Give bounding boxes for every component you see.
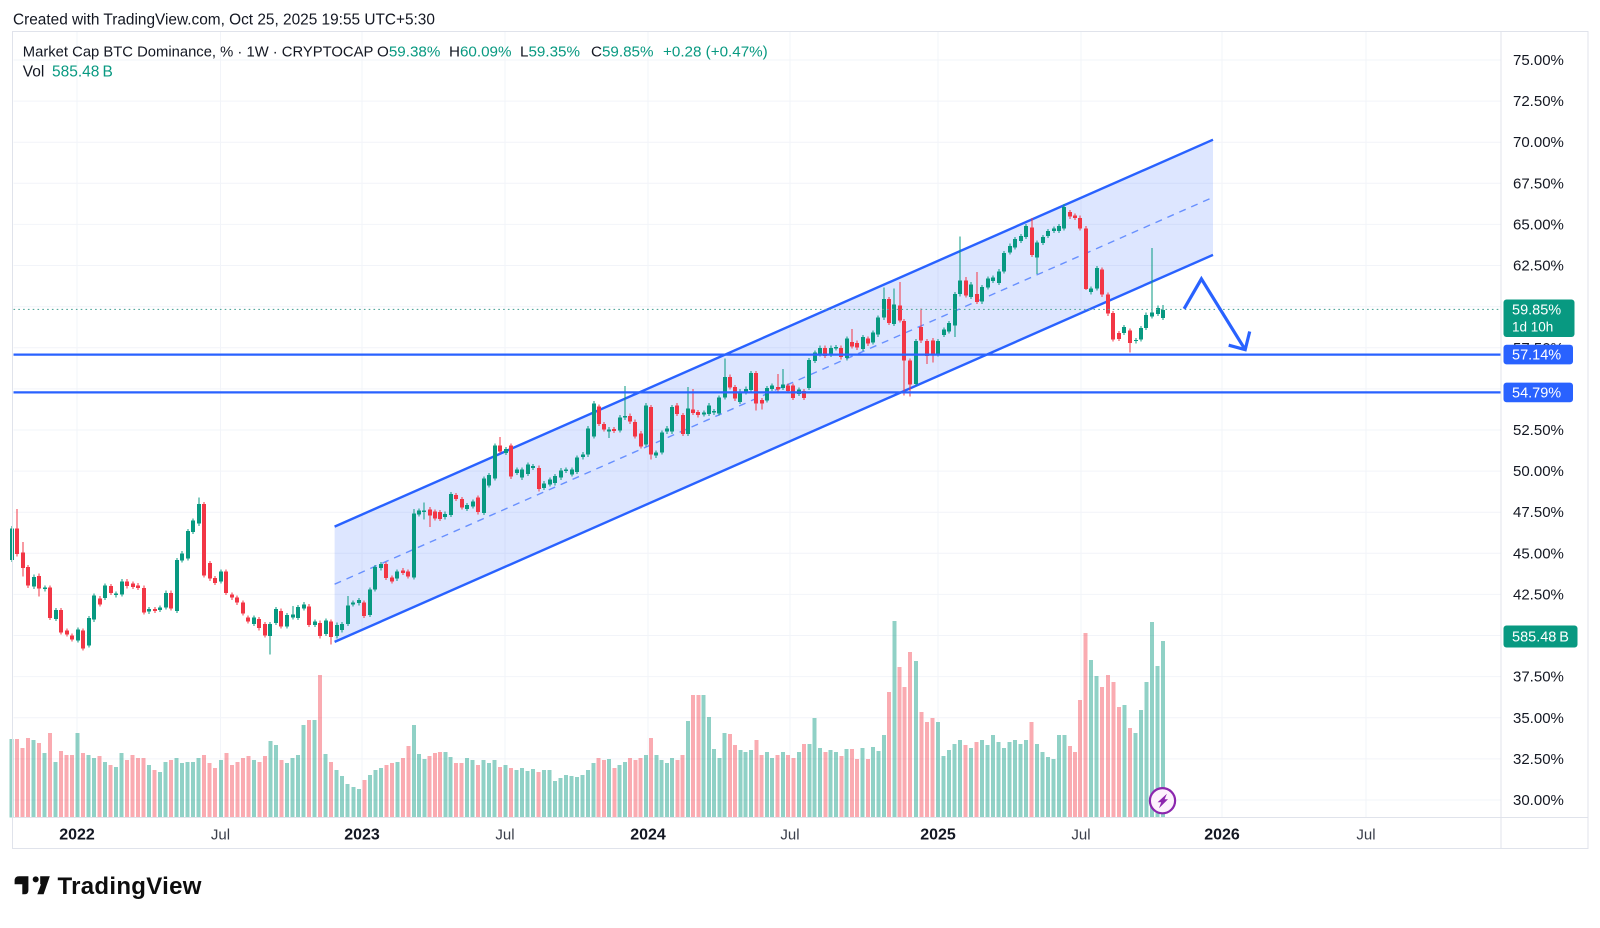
svg-text:52.50%: 52.50% <box>1513 422 1564 439</box>
svg-text:65.00%: 65.00% <box>1513 216 1564 233</box>
svg-text:585.48 B: 585.48 B <box>52 64 113 81</box>
svg-text:2023: 2023 <box>344 827 380 844</box>
svg-text:70.00%: 70.00% <box>1513 134 1564 151</box>
svg-text:Jul: Jul <box>495 827 514 844</box>
svg-text:30.00%: 30.00% <box>1513 792 1564 809</box>
svg-text:72.50%: 72.50% <box>1513 93 1564 110</box>
svg-text:585.48 B: 585.48 B <box>1512 630 1569 646</box>
svg-text:Vol: Vol <box>23 64 45 81</box>
svg-text:1d 10h: 1d 10h <box>1512 320 1553 335</box>
svg-text:TradingView: TradingView <box>58 873 202 900</box>
svg-text:67.50%: 67.50% <box>1513 175 1564 192</box>
svg-text:+0.28 (+0.47%): +0.28 (+0.47%) <box>663 44 768 61</box>
svg-text:45.00%: 45.00% <box>1513 545 1564 562</box>
svg-text:75.00%: 75.00% <box>1513 52 1564 69</box>
svg-text:47.50%: 47.50% <box>1513 504 1564 521</box>
svg-text:L59.35%: L59.35% <box>520 44 580 61</box>
svg-text:2025: 2025 <box>920 827 956 844</box>
svg-text:42.50%: 42.50% <box>1513 586 1564 603</box>
svg-text:2022: 2022 <box>59 827 95 844</box>
svg-text:2024: 2024 <box>630 827 666 844</box>
svg-text:Created with TradingView.com,: Created with TradingView.com, Oct 25, 20… <box>13 12 435 29</box>
svg-text:35.00%: 35.00% <box>1513 710 1564 727</box>
svg-text:50.00%: 50.00% <box>1513 463 1564 480</box>
svg-text:C59.85%: C59.85% <box>591 44 653 61</box>
svg-text:O59.38%: O59.38% <box>377 44 440 61</box>
svg-text:62.50%: 62.50% <box>1513 258 1564 275</box>
svg-text:Jul: Jul <box>780 827 799 844</box>
svg-text:54.79%: 54.79% <box>1512 385 1561 401</box>
svg-text:Jul: Jul <box>211 827 230 844</box>
svg-text:32.50%: 32.50% <box>1513 751 1564 768</box>
svg-text:Jul: Jul <box>1356 827 1375 844</box>
svg-text:Jul: Jul <box>1071 827 1090 844</box>
svg-text:57.14%: 57.14% <box>1512 348 1561 364</box>
svg-text:H60.09%: H60.09% <box>449 44 511 61</box>
svg-text:37.50%: 37.50% <box>1513 669 1564 686</box>
svg-text:Market Cap BTC Dominance, % ·: Market Cap BTC Dominance, % · 1W · CRYPT… <box>23 45 374 61</box>
svg-text:59.85%: 59.85% <box>1512 303 1561 319</box>
svg-text:2026: 2026 <box>1204 827 1240 844</box>
